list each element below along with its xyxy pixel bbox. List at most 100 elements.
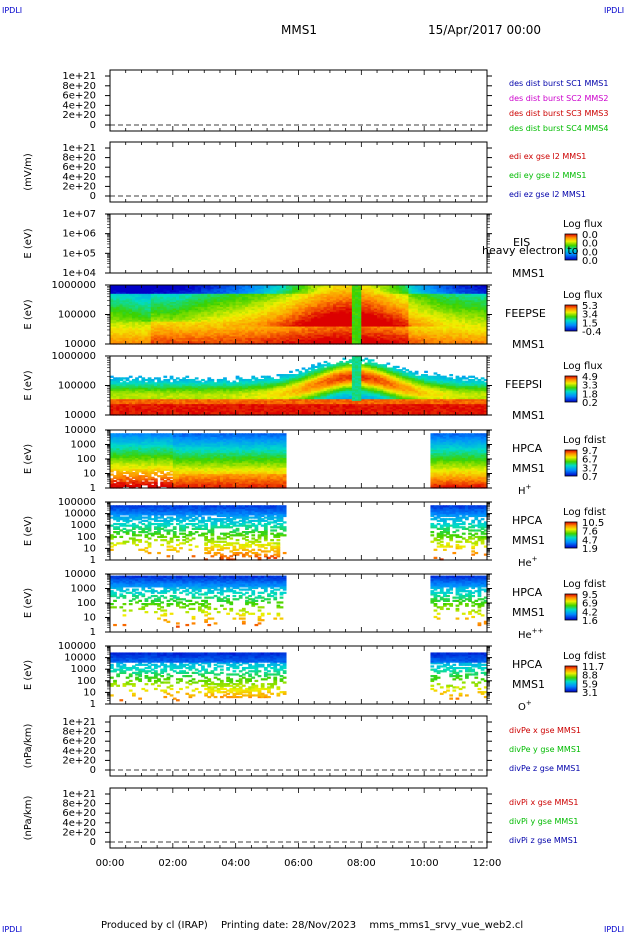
heatmap-cell xyxy=(188,332,193,335)
heatmap-cell xyxy=(166,285,171,288)
heatmap-cell xyxy=(160,317,165,321)
heatmap-cell xyxy=(326,332,331,335)
heatmap-cell xyxy=(172,322,177,325)
heatmap-cell xyxy=(289,312,293,316)
heatmap-cell xyxy=(311,314,315,317)
heatmap-cell xyxy=(223,334,227,337)
heatmap-cell xyxy=(295,285,300,288)
heatmap-cell xyxy=(314,298,318,301)
heatmap-cell xyxy=(295,339,300,342)
heatmap-cell xyxy=(471,339,476,342)
heatmap-cell xyxy=(128,410,133,413)
heatmap-cell xyxy=(427,322,432,325)
heatmap-cell xyxy=(213,296,218,299)
heatmap-cell xyxy=(452,316,457,319)
heatmap-cell xyxy=(238,339,243,342)
heatmap-cell xyxy=(399,298,403,301)
heatmap-cell xyxy=(380,317,384,321)
heatmap-cell xyxy=(276,324,281,327)
heatmap-cell xyxy=(455,314,460,317)
heatmap-cell xyxy=(110,383,114,387)
heatmap-cell xyxy=(339,324,344,327)
heatmap-cell xyxy=(207,332,212,335)
heatmap-cell xyxy=(345,299,350,302)
heatmap-cell xyxy=(128,335,133,339)
heatmap-cell xyxy=(446,288,450,291)
heatmap-cell xyxy=(439,321,444,324)
heatmap-cell xyxy=(204,340,208,343)
heatmap-cell xyxy=(326,342,331,345)
heatmap-cell xyxy=(358,329,362,332)
heatmap-cell xyxy=(289,325,293,329)
heatmap-cell xyxy=(380,301,384,304)
heatmap-cell xyxy=(471,324,476,327)
heatmap-cell xyxy=(223,309,227,312)
heatmap-cell xyxy=(166,289,171,293)
heatmap-cell xyxy=(345,321,350,324)
heatmap-cell xyxy=(452,285,457,288)
heatmap-cell xyxy=(141,307,146,311)
heatmap-cell xyxy=(213,294,218,298)
heatmap-cell xyxy=(414,285,419,288)
heatmap-cell xyxy=(128,393,133,396)
heatmap-cell xyxy=(207,337,212,340)
heatmap-cell xyxy=(304,307,309,311)
y-tick-label: 0 xyxy=(90,191,96,202)
heatmap-cell xyxy=(179,288,183,291)
heatmap-cell xyxy=(194,314,199,317)
heatmap-cell xyxy=(474,316,479,319)
heatmap-cell xyxy=(216,332,221,335)
heatmap-cell xyxy=(333,334,337,337)
heatmap-cell xyxy=(223,294,227,298)
heatmap-cell xyxy=(465,306,469,309)
heatmap-cell xyxy=(436,304,441,307)
heatmap-cell xyxy=(273,334,278,337)
heatmap-cell xyxy=(465,321,469,324)
heatmap-cell xyxy=(182,325,186,329)
heatmap-cell xyxy=(191,330,196,334)
heatmap-cell xyxy=(125,293,130,296)
heatmap-cell xyxy=(232,289,237,293)
heatmap-cell xyxy=(458,332,463,335)
heatmap-cell xyxy=(248,316,252,319)
heatmap-cell xyxy=(226,304,230,307)
heatmap-cell xyxy=(333,304,337,307)
heatmap-cell xyxy=(160,293,165,296)
heatmap-cell xyxy=(342,301,347,304)
heatmap-cell xyxy=(395,299,400,302)
heatmap-cell xyxy=(179,335,183,339)
heatmap-cell xyxy=(141,319,146,322)
heatmap-cell xyxy=(377,298,381,301)
heatmap-cell xyxy=(395,321,400,324)
heatmap-cell xyxy=(110,382,114,385)
heatmap-cell xyxy=(430,311,435,314)
heatmap-cell xyxy=(223,293,227,296)
heatmap-cell xyxy=(270,337,274,340)
heatmap-cell xyxy=(311,329,315,332)
heatmap-cell xyxy=(301,307,306,311)
heatmap-cell xyxy=(279,285,284,288)
panel-frame xyxy=(109,69,488,132)
heatmap-cell xyxy=(251,291,256,294)
heatmap-cell xyxy=(141,396,146,400)
heatmap-cell xyxy=(408,325,413,329)
heatmap-cell xyxy=(465,291,469,294)
heatmap-cell xyxy=(119,405,124,408)
heatmap-cell xyxy=(443,293,447,296)
heatmap-cell xyxy=(436,303,441,306)
heatmap-cell xyxy=(471,337,476,340)
heatmap-cell xyxy=(122,401,127,405)
heatmap-cell xyxy=(295,293,300,296)
heatmap-cell xyxy=(392,311,397,314)
heatmap-cell xyxy=(436,325,441,329)
heatmap-cell xyxy=(210,307,215,311)
heatmap-cell xyxy=(135,289,139,293)
heatmap-cell xyxy=(201,289,205,293)
heatmap-cell xyxy=(304,303,309,306)
heatmap-cell xyxy=(402,335,406,339)
heatmap-cell xyxy=(465,301,469,304)
heatmap-cell xyxy=(150,335,155,339)
heatmap-cell xyxy=(417,321,422,324)
heatmap-cell xyxy=(311,319,315,322)
heatmap-cell xyxy=(307,301,312,304)
